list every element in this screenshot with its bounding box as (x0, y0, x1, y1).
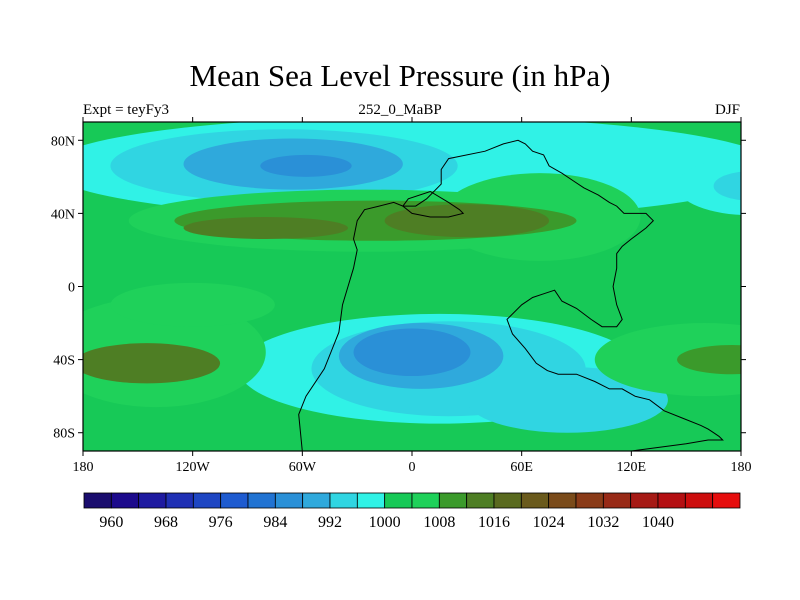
colorbar-swatch (411, 492, 440, 509)
x-tick-label: 180 (73, 460, 94, 475)
colorbar-swatch (356, 492, 386, 509)
colorbar-label: 960 (99, 514, 123, 531)
x-tick-label: 0 (409, 460, 416, 475)
colorbar-swatch (684, 492, 714, 509)
colorbar-swatch (438, 492, 468, 509)
colorbar-label: 968 (154, 514, 178, 531)
colorbar-swatch (384, 492, 413, 509)
colorbar: 960 968 976 984 992 1000 1008 1016 1024 1032 1040 (83, 492, 741, 531)
colorbar-swatch (630, 492, 659, 509)
colorbar-label: 992 (318, 514, 342, 531)
pressure-region-equator-west-high (110, 282, 275, 327)
colorbar-swatch (110, 492, 140, 509)
colorbar-label: 1024 (533, 514, 565, 531)
period-label: 252_0_MaBP (358, 102, 442, 118)
x-tick-label: 60W (289, 460, 317, 475)
colorbar-swatch (575, 492, 604, 509)
pressure-region-north-pacific-low-core (260, 154, 352, 177)
pressure-region-north-high-core-west (183, 217, 349, 239)
y-tick-label: 40N (51, 207, 75, 222)
colorbar-swatch (493, 492, 522, 509)
x-tick-label: 180 (731, 460, 752, 475)
y-tick-label: 80S (53, 427, 75, 442)
pressure-region-south-high-east-core (677, 344, 741, 375)
experiment-label: Expt = teyFy3 (83, 102, 169, 118)
colorbar-swatch (520, 492, 550, 509)
pressure-region-south-high-east-outer (594, 323, 741, 397)
colorbar-swatch (247, 492, 276, 509)
colorbar-swatch (712, 492, 741, 509)
x-tick-label: 60E (510, 460, 533, 475)
plot-area (83, 122, 741, 451)
pressure-region-south-low-east (466, 366, 668, 433)
colorbar-swatch (192, 492, 222, 509)
colorbar-label: 984 (263, 514, 287, 531)
colorbar-swatch (657, 492, 686, 509)
y-tick-label: 0 (68, 281, 75, 296)
colorbar-swatch (220, 492, 249, 509)
colorbar-swatch (548, 492, 577, 509)
colorbar-swatch (83, 492, 112, 509)
colorbar-label: 1000 (369, 514, 401, 531)
colorbar-swatch (602, 492, 632, 509)
continent-outline (298, 139, 724, 451)
colorbar-swatch (138, 492, 167, 509)
pressure-region-south-low-core (353, 328, 471, 377)
y-tick-label: 40S (53, 354, 75, 369)
colorbar-swatch (466, 492, 495, 509)
colorbar-label: 1040 (642, 514, 674, 531)
pressure-region-north-high-core (384, 204, 550, 238)
colorbar-swatch (302, 492, 331, 509)
season-label: DJF (714, 102, 740, 118)
colorbar-label: 1008 (423, 514, 455, 531)
chart-title: Mean Sea Level Pressure (in hPa) (189, 58, 611, 93)
colorbar-label: 1032 (587, 514, 619, 531)
colorbar-label: 976 (209, 514, 233, 531)
colorbar-label: 1016 (478, 514, 510, 531)
colorbar-swatch (165, 492, 194, 509)
y-tick-label: 80N (51, 134, 75, 149)
pressure-region-east-north-low-inner (713, 171, 741, 201)
x-tick-label: 120W (176, 460, 211, 475)
colorbar-swatch (329, 492, 358, 509)
pressure-region-east-north-low-outer (677, 156, 741, 215)
colorbar-swatch (274, 492, 304, 509)
pressure-region-south-high-west-core (83, 343, 221, 384)
x-tick-label: 120E (617, 460, 647, 475)
inland-sea-outline (402, 190, 465, 218)
